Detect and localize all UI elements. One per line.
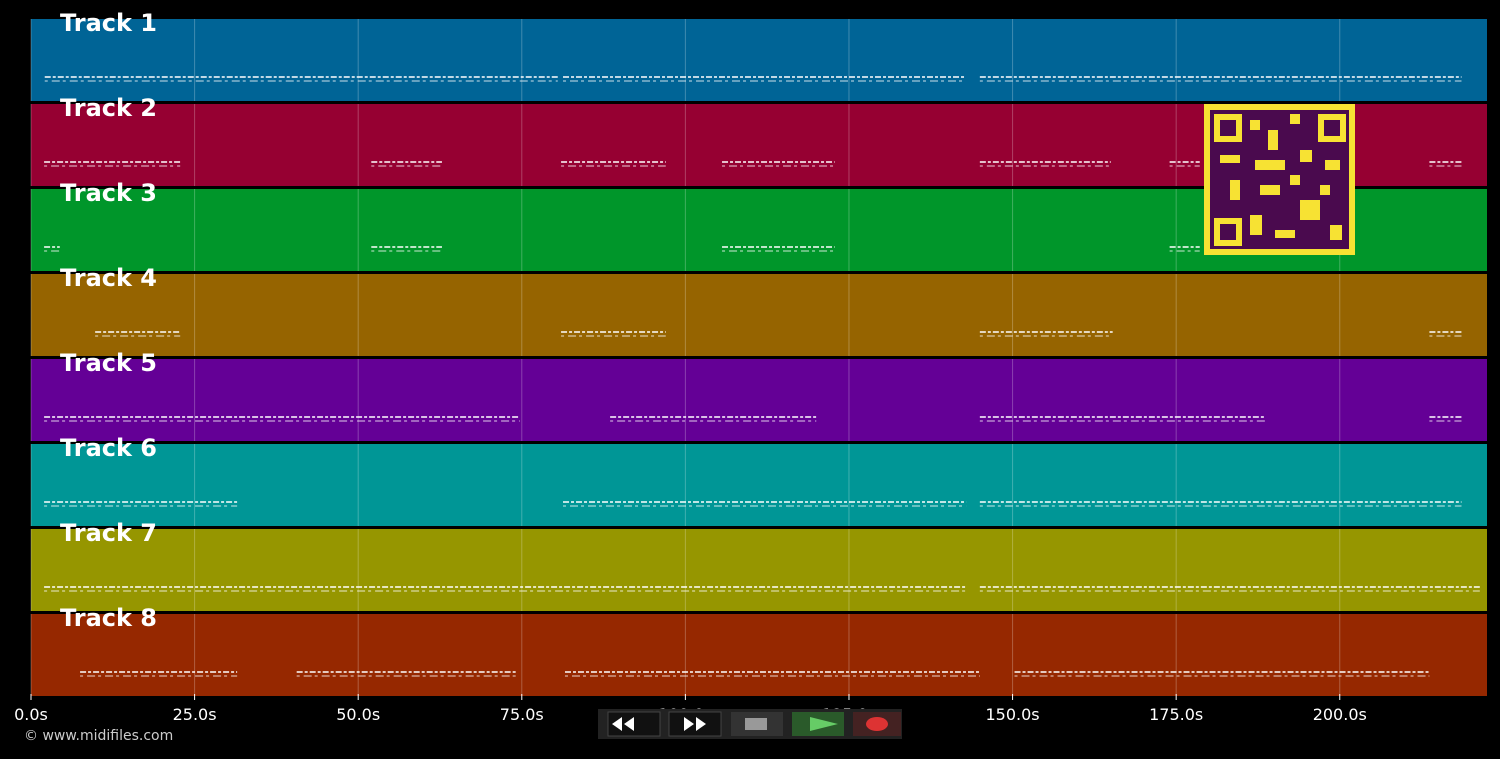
track-lane: [31, 529, 1487, 611]
stop-button[interactable]: [731, 712, 783, 736]
track-name: Track 3: [60, 179, 157, 207]
track-lane: [31, 274, 1487, 356]
track-lane: [31, 19, 1487, 101]
track-name: Track 2: [60, 94, 157, 122]
track-name: Track 5: [60, 349, 157, 377]
footer: © www.midifiles.com: [24, 728, 173, 744]
tick-label: 75.0s: [500, 705, 544, 724]
tick-label: 200.0s: [1313, 705, 1367, 724]
play-button[interactable]: [792, 712, 844, 736]
forward-button[interactable]: [668, 711, 722, 737]
track-lane: [31, 614, 1487, 696]
tick-label: 25.0s: [173, 705, 217, 724]
tick-label: 0.0s: [14, 705, 48, 724]
track-name: Track 6: [60, 434, 157, 462]
track-name: Track 1: [60, 9, 157, 37]
tick-label: 175.0s: [1149, 705, 1203, 724]
track-lane: [31, 444, 1487, 526]
qr-code: [1204, 104, 1355, 255]
record-button[interactable]: [853, 712, 901, 736]
track-name: Track 7: [60, 519, 157, 547]
tick-label: 50.0s: [336, 705, 380, 724]
track-name: Track 8: [60, 604, 157, 632]
rewind-button[interactable]: [607, 711, 661, 737]
track-name: Track 4: [60, 264, 157, 292]
tick-label: 150.0s: [986, 705, 1040, 724]
transport-controls: [598, 709, 902, 739]
track-lane: [31, 359, 1487, 441]
